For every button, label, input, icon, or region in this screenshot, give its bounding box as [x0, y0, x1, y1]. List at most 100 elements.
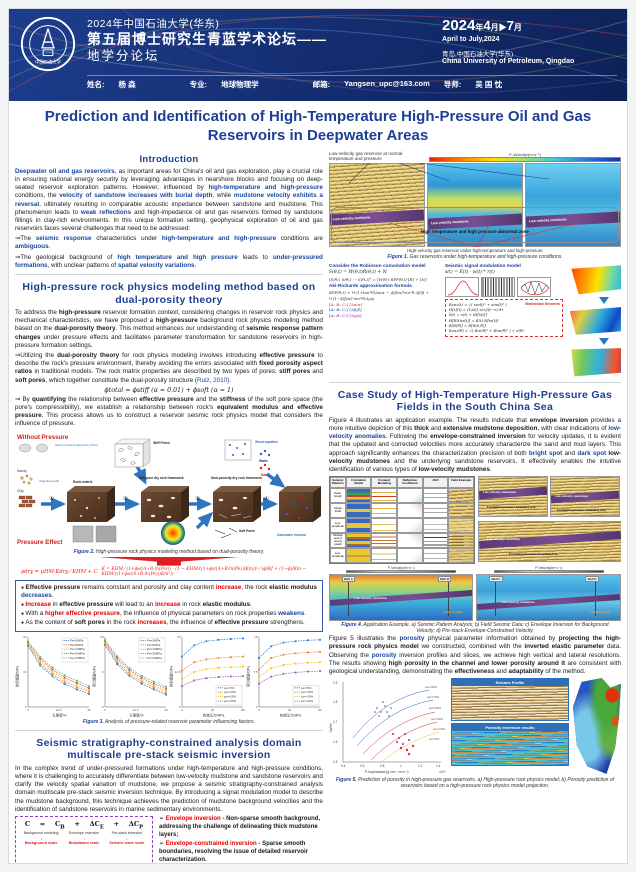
rock-paragraph-3: ⇒ By quantifying the relationship betwee… [15, 395, 323, 428]
inversion-points: ➢ Envelope inversion - Non-sparse smooth… [159, 816, 323, 863]
date-arrow-icon: ▶ [498, 23, 507, 32]
svg-text:Gassmann formula: Gassmann formula [277, 533, 306, 537]
row-label-4: Multiple sets of strong peaks [329, 532, 346, 548]
env-line-2: H[s](t) = (1/π)∫ s(τ)/(t−τ) dτ [448, 307, 504, 312]
scale-equation: C = CB + ΔCE + ΔCP [24, 819, 144, 831]
svg-text:0: 0 [102, 706, 104, 710]
env-line-5: E[R(θ)] = E[R(0,θ)] [448, 322, 486, 328]
scale-decomposition-box: C = CB + ΔCE + ΔCP Background modeling ↓ Back… [15, 815, 153, 863]
porosity-map [572, 678, 621, 775]
inversion-section: Seismic stratigraphy-constrained analysi… [15, 729, 323, 863]
svg-text:③: ③ [195, 496, 200, 502]
env-line-3: s̃(t) = s(t) + iH[s(t)] [448, 312, 487, 318]
figure1-top-row: Low-velocity gas reservoir at normal tem… [329, 151, 621, 163]
env-line-4: H[E(t)w(t)] = E(t)·H[w(t)] [448, 317, 499, 323]
row-label-5: Low-amplitude [329, 547, 346, 563]
figure4-row2: P-Velocity/(m·s⁻¹) Well A Well B Low vel… [328, 565, 621, 621]
eq-term2: ΔCE [89, 819, 104, 831]
svg-text:25: 25 [178, 636, 182, 640]
rock-paragraph-2: ⇒Utilizing the dual-porosity theory for … [15, 352, 323, 384]
svg-text:Soft Pores: Soft Pores [239, 529, 255, 533]
figure1-panels: Low velocity mudstone Low velocity mudst… [328, 163, 621, 248]
scale-col-2: Envelope inversion ↓ Broadband scale [68, 831, 100, 846]
header-title-line1: 2024年中国石油大学(华东) [87, 18, 220, 30]
density-formula: ρdry = μHM·Kdry ⁄ KHM + C [21, 569, 98, 576]
date-to-unit: 月 [513, 23, 522, 32]
scale-col-3: Pre-stack inversion ↓ Seismic wave scale [109, 831, 145, 846]
header-date-block: 2024年4月▶7月 April to July,2024 青岛,中国石油大学(… [442, 15, 617, 73]
env-line-6: Eenv(θ) = √( Ere(θ)² + Eim(θ)² ) + e(θ) [448, 328, 524, 334]
figure1-caption-text: Gas reservoirs under high-temperature an… [408, 254, 563, 261]
findings-box: Effective pressure remains constant and … [15, 579, 323, 633]
figure3-caption-text: Analysis of pressure-related reservoir p… [103, 719, 255, 726]
bedrosian-label: Bedrosian theorem [525, 301, 560, 306]
right-column: Low-velocity gas reservoir at normal tem… [328, 151, 621, 864]
aki-formula: RPP(θ,t) ≈ ½(1+tan²θ)Δα/α − 4(β/α)²sin²θ… [328, 290, 429, 302]
3d-models-column [567, 264, 621, 378]
svg-text:por=10%: por=10% [301, 691, 313, 695]
eq-lhs: C [24, 819, 31, 828]
aki-heading: Aki-Richards approximation formula [328, 284, 412, 290]
svg-text:Pe=20MPa: Pe=20MPa [70, 652, 85, 656]
svg-text:Pe=5MPa: Pe=5MPa [147, 643, 161, 647]
figure1: Low-velocity gas reservoir at normal tem… [328, 151, 621, 261]
figure3-caption-lead: Figure 3. [82, 719, 104, 726]
header-titles: 2024年中国石油大学(华东) 第五届博士研究生青蓝学术论坛—— 地学分论坛 [87, 15, 442, 73]
figure1-subcaption: High-velocity gas reservoir under high-t… [407, 248, 543, 254]
svg-text:por=0%: por=0% [429, 737, 440, 741]
svg-text:Sandy: Sandy [17, 469, 27, 473]
fig2-dual-frame-cube: Dual-porosity dry rock framework [211, 476, 262, 523]
poster-title: Prediction and Identification of High-Te… [44, 108, 592, 144]
fig2-bottom-row: Soft Pores Gassmann formula [72, 521, 306, 546]
pv-title-1: P-Velocity/(m·s⁻¹) [387, 565, 415, 570]
fig2-rock-matrix-cube: Rock matrix [67, 480, 115, 523]
svg-text:40: 40 [288, 708, 292, 712]
figure2-caption-text: High-pressure rock physics modeling meth… [94, 549, 265, 556]
figure5-caption-text: Prediction of porosity in high-pressure … [356, 777, 615, 790]
crossplot-xsci: ×10⁴ [439, 770, 446, 774]
red-funnel-arrow-icon [93, 556, 244, 566]
fig2-saturated-cube [279, 486, 321, 523]
date-year-unit: 年 [475, 23, 484, 32]
event-dates: 2024年4月▶7月 [442, 17, 617, 35]
figure2-workflow: Without Pressure Pressure Effect Self-Co… [17, 434, 321, 546]
svg-text:Stiff Pores: Stiff Pores [153, 441, 170, 445]
svg-text:por=10%: por=10% [224, 691, 236, 695]
pv-colorbar-1 [346, 569, 457, 573]
reflectivity-plot [480, 276, 515, 297]
svg-text:④: ④ [264, 496, 269, 502]
matrix-row-2: [A₂ B₂ C₂] [Δβ/β] [328, 307, 362, 313]
eq-term1: CB [54, 819, 65, 831]
svg-text:Gas: Gas [261, 473, 267, 477]
fig2-mineral-icons [18, 444, 49, 508]
intro-paragraph: Deepwater oil and gas reservoirs, as imp… [15, 167, 323, 233]
velocity-section-c: P-Velocity/(m·s⁻¹) Well A Well B Low vel… [328, 565, 474, 621]
svg-text:25: 25 [165, 708, 169, 712]
svg-text:Pe=20MPa: Pe=20MPa [147, 652, 162, 656]
svg-text:1.2: 1.2 [418, 764, 423, 768]
svg-text:体积模量/GPa: 体积模量/GPa [169, 666, 174, 687]
svg-text:25: 25 [88, 708, 92, 712]
svg-text:0: 0 [182, 708, 184, 712]
finding-4: As the content of soft pores in the rock… [21, 619, 317, 627]
author-major: 地球物理学 [221, 80, 259, 89]
name-label: 姓名: [87, 80, 105, 89]
svg-text:32: 32 [24, 636, 28, 640]
svg-text:0.6: 0.6 [360, 764, 365, 768]
svg-text:12.5: 12.5 [56, 708, 62, 712]
svg-text:Dual-porosity dry rock framewo: Dual-porosity dry rock framework [211, 476, 262, 480]
svg-text:por=90%: por=90% [425, 685, 437, 689]
author-name: 杨 森 [118, 80, 136, 89]
row-label-2: Single Peak [329, 502, 346, 518]
svg-text:Without Pressure: Without Pressure [17, 434, 69, 441]
figure5-caption: Figure 5. Prediction of porosity in high… [333, 777, 617, 790]
svg-text:Pe=10MPa: Pe=10MPa [70, 648, 85, 652]
figure4-caption-text: Application Example. a) Seismic Pattern … [362, 621, 609, 634]
velocity-panel-2: Low velocity mudstone [426, 163, 523, 248]
col-header-field: Field Example [448, 477, 474, 488]
svg-text:por=20%: por=20% [224, 699, 236, 703]
location-en: China University of Petroleum, Qingdao [442, 58, 575, 65]
svg-text:16: 16 [24, 671, 28, 675]
